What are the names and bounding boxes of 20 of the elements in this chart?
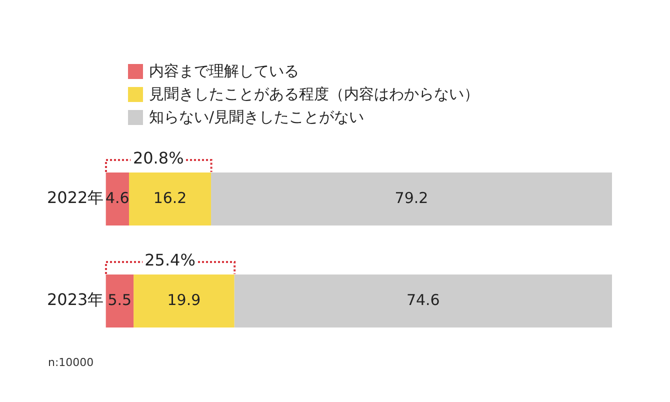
legend-label: 見聞きしたことがある程度（内容はわからない） bbox=[149, 85, 479, 104]
y-tick-label: 2022年 bbox=[47, 188, 104, 208]
annotation: 25.4% bbox=[142, 251, 198, 270]
bar bbox=[106, 274, 134, 328]
annotation: 20.8% bbox=[130, 149, 186, 168]
bar bbox=[234, 274, 612, 328]
data-label: 5.5 bbox=[108, 290, 132, 309]
text: n:10000 bbox=[48, 356, 94, 369]
data-label: 19.9 bbox=[167, 290, 201, 309]
data-label: 4.6 bbox=[105, 188, 130, 207]
data-label: 74.6 bbox=[406, 290, 440, 309]
data-label: 16.2 bbox=[153, 188, 187, 207]
bar bbox=[134, 274, 234, 328]
data-label: 79.2 bbox=[394, 188, 428, 207]
y-tick-label: 2023年 bbox=[47, 290, 104, 310]
legend-label: 知らない/見聞きしたことがない bbox=[149, 108, 364, 127]
bar bbox=[129, 172, 212, 226]
bar bbox=[211, 172, 612, 226]
legend-label: 内容まで理解している bbox=[149, 62, 299, 81]
bar bbox=[106, 172, 130, 226]
